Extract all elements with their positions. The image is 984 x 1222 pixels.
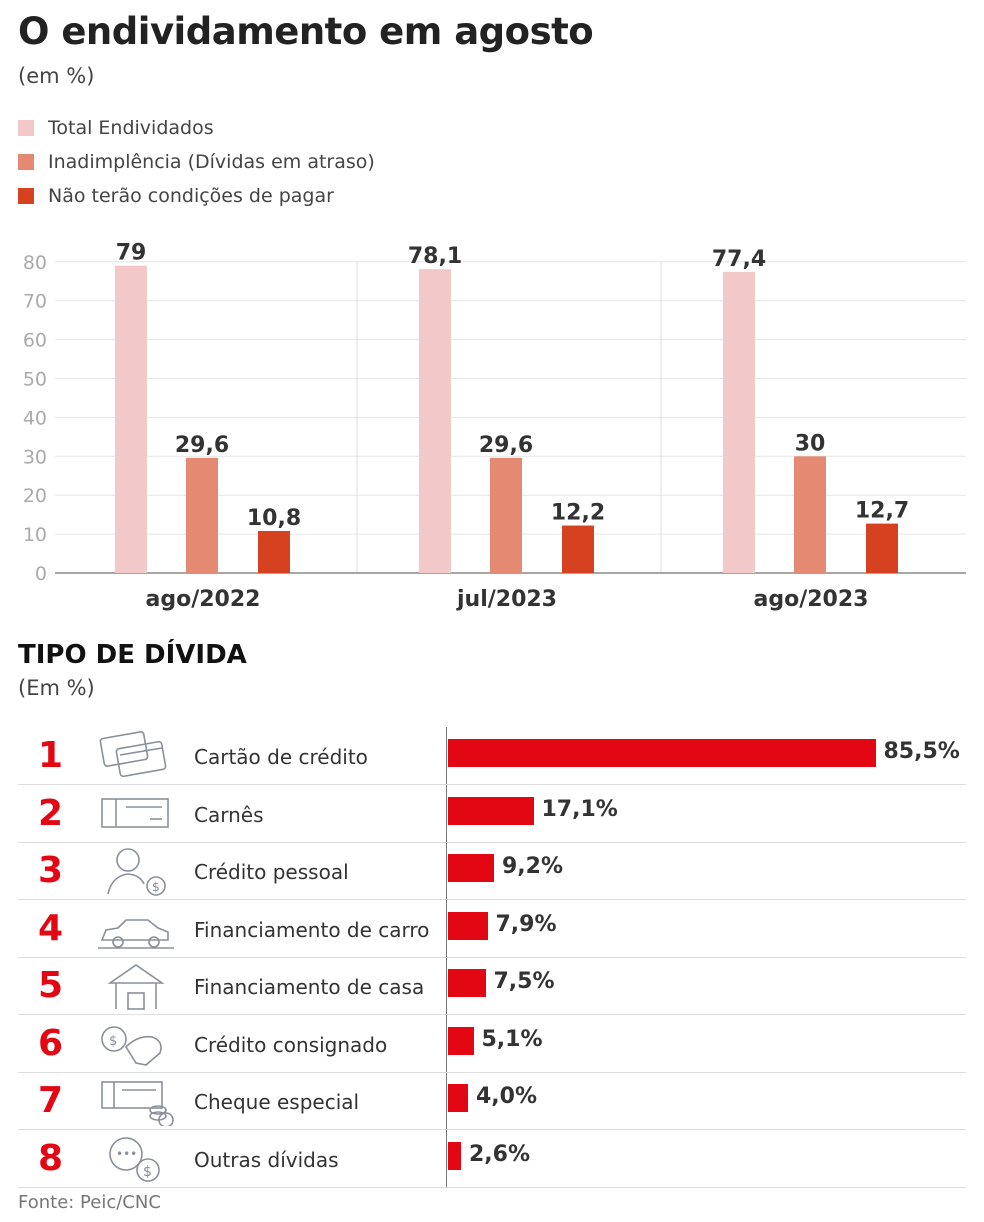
handshake-money-icon: $ [101, 1025, 162, 1066]
debt-type-label: Crédito pessoal [194, 860, 349, 884]
bar [448, 1141, 461, 1170]
debt-type-label: Crédito consignado [194, 1032, 388, 1057]
legend-label: Não terão condições de pagar [48, 185, 334, 207]
list-item: 7 Cheque especial 4,0% [18, 1072, 966, 1130]
debt-type-label: Financiamento de casa [194, 975, 425, 999]
svg-text:$: $ [152, 880, 160, 894]
x-category-label: ago/2022 [146, 587, 261, 612]
data-label: 78,1 [408, 244, 462, 269]
list-item: 2 Carnês 17,1% [18, 785, 966, 843]
rank-number: 4 [38, 907, 64, 949]
legend-swatch [18, 188, 34, 204]
list-item: 5 Financiamento de casa 7,5% [18, 957, 966, 1015]
bar [794, 456, 826, 573]
x-category-label: ago/2023 [754, 587, 869, 612]
bar [490, 457, 522, 573]
list-item: 4 Financiamento de carro 7,9% [18, 900, 966, 958]
bar [723, 271, 755, 573]
value-label: 17,1% [541, 796, 618, 822]
y-tick-label: 0 [35, 563, 47, 585]
y-tick-label: 10 [23, 524, 47, 546]
value-label: 2,6% [469, 1141, 531, 1167]
y-tick-label: 80 [23, 252, 47, 274]
legend-label: Inadimplência (Dívidas em atraso) [48, 151, 375, 173]
rank-number: 5 [38, 965, 64, 1006]
credit-cards-icon [99, 731, 167, 778]
bar [448, 796, 534, 825]
svg-text:$: $ [109, 1034, 117, 1049]
bar [186, 457, 218, 573]
y-tick-label: 60 [23, 330, 47, 352]
bar [419, 269, 451, 573]
section-unit: (Em %) [18, 676, 95, 700]
legend-swatch [18, 120, 34, 136]
check-coins-icon [101, 1081, 174, 1126]
bar [448, 1026, 474, 1055]
y-tick-label: 20 [23, 485, 47, 507]
x-category-label: jul/2023 [456, 587, 557, 612]
section-title: TIPO DE DÍVIDA [18, 640, 247, 670]
data-label: 30 [795, 431, 826, 456]
list-item: 6 $ Crédito consignado 5,1% [18, 1015, 966, 1073]
svg-text:•••: ••• [116, 1147, 137, 1161]
rank-number: 3 [38, 850, 64, 891]
data-label: 12,2 [551, 501, 605, 526]
y-tick-label: 40 [23, 407, 47, 429]
legend-item: Não terão condições de pagar [18, 185, 334, 207]
bar [866, 523, 898, 573]
list-item: 8 ••• $ Outras dívidas 2,6% [18, 1130, 966, 1188]
bar [258, 530, 290, 573]
payment-booklet-icon [101, 797, 169, 828]
debt-type-label: Cheque especial [194, 1090, 360, 1114]
y-tick-label: 70 [23, 291, 47, 313]
chat-money-bag-icon: ••• $ [109, 1136, 160, 1182]
list-item: 3 $ Crédito pessoal 9,2% [18, 842, 966, 900]
data-label: 12,7 [855, 499, 909, 524]
legend-item: Total Endividados [18, 117, 214, 139]
value-label: 7,5% [493, 969, 555, 994]
bar [115, 265, 147, 573]
value-label: 9,2% [502, 854, 564, 879]
bar [448, 969, 486, 997]
rank-number: 2 [38, 792, 64, 834]
debt-type-label: Outras dívidas [194, 1147, 339, 1172]
bar [448, 911, 488, 940]
page-title: O endividamento em agosto [18, 10, 594, 53]
rank-number: 6 [38, 1022, 64, 1064]
rank-number: 7 [38, 1080, 64, 1121]
person-money-bag-icon: $ [107, 848, 166, 896]
value-label: 7,9% [495, 911, 557, 937]
svg-text:$: $ [143, 1164, 152, 1180]
data-label: 29,6 [175, 433, 229, 458]
value-label: 4,0% [476, 1084, 538, 1109]
list-item: 1 Cartão de crédito 85,5% [18, 727, 966, 785]
unit-label: (em %) [18, 64, 95, 88]
rank-number: 8 [38, 1137, 64, 1179]
y-tick-label: 50 [23, 369, 47, 391]
data-label: 10,8 [247, 506, 301, 531]
grouped-bar-chart: 0 10 20 30 40 50 60 70 80 79 29,6 10,8 ago/2022 78,1 2… [23, 241, 966, 612]
legend-label: Total Endividados [48, 117, 214, 139]
value-label: 5,1% [481, 1026, 543, 1052]
legend-swatch [18, 154, 34, 170]
y-tick-label: 30 [23, 446, 47, 468]
bar [448, 739, 876, 767]
debt-type-label: Cartão de crédito [194, 745, 368, 769]
rank-number: 1 [38, 735, 64, 776]
source-note: Fonte: Peic/CNC [18, 1192, 161, 1213]
data-label: 77,4 [712, 247, 766, 272]
debt-type-label: Carnês [194, 802, 264, 827]
car-icon [98, 918, 174, 949]
legend-item: Inadimplência (Dívidas em atraso) [18, 151, 375, 173]
value-label: 85,5% [883, 739, 960, 764]
data-label: 79 [116, 241, 147, 266]
debt-type-label: Financiamento de carro [194, 917, 430, 942]
house-icon [107, 964, 165, 1010]
bar [562, 525, 594, 573]
bar [448, 854, 494, 882]
data-label: 29,6 [479, 433, 533, 458]
bar [448, 1084, 468, 1112]
